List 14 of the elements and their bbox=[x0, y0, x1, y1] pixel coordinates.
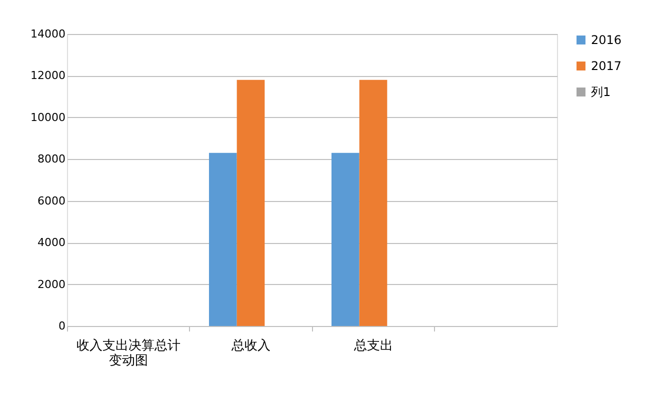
y-tick-label: 0 bbox=[58, 320, 66, 332]
y-tick-label: 10000 bbox=[30, 110, 66, 124]
legend-label: 2017 bbox=[591, 59, 622, 73]
x-tick-label: 总支出 bbox=[352, 338, 393, 354]
legend-label: 列1 bbox=[591, 85, 611, 99]
y-tick-label: 2000 bbox=[38, 278, 66, 291]
legend-label: 2016 bbox=[591, 33, 622, 47]
y-tick-label: 12000 bbox=[30, 69, 66, 82]
y-tick-label: 4000 bbox=[38, 236, 66, 250]
y-tick-label: 6000 bbox=[38, 194, 66, 208]
y-tick-label: 8000 bbox=[38, 152, 66, 166]
x-tick-label: 收入支出决算总计变动图 bbox=[76, 338, 180, 368]
y-tick-label: 14000 bbox=[30, 28, 66, 40]
x-tick-label: 总收入 bbox=[230, 338, 270, 354]
